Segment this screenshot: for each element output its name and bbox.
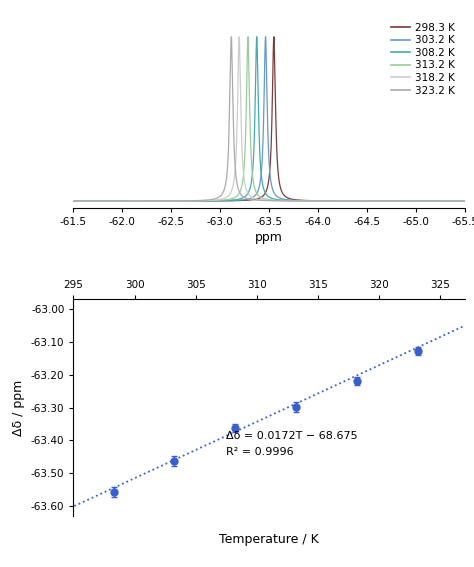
Text: Δδ = 0.0172T − 68.675
R² = 0.9996: Δδ = 0.0172T − 68.675 R² = 0.9996 <box>226 431 358 456</box>
Text: Temperature / K: Temperature / K <box>219 534 319 546</box>
X-axis label: ppm: ppm <box>255 231 283 244</box>
Legend: 298.3 K, 303.2 K, 308.2 K, 313.2 K, 318.2 K, 323.2 K: 298.3 K, 303.2 K, 308.2 K, 313.2 K, 318.… <box>387 18 459 100</box>
Y-axis label: Δδ / ppm: Δδ / ppm <box>12 379 26 436</box>
